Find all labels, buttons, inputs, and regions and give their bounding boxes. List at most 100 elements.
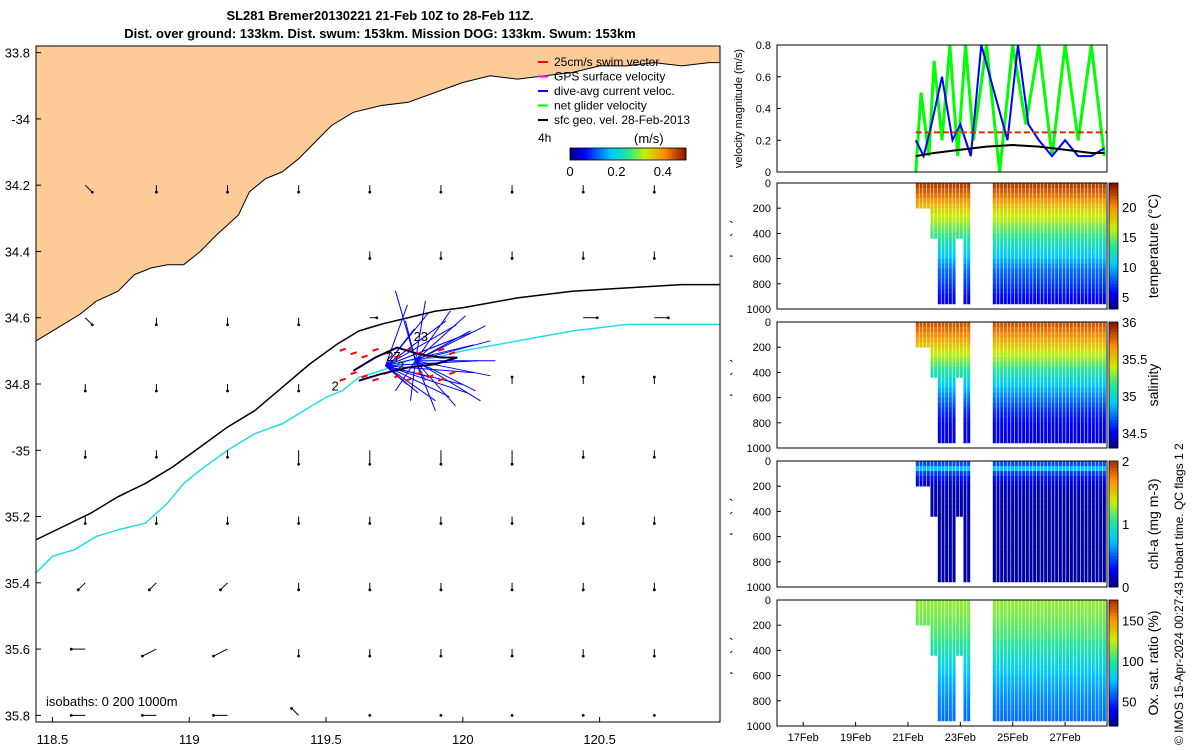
heatmap-colorbar-border <box>1108 599 1119 727</box>
heatmap-cell <box>937 605 941 611</box>
heatmap-cell <box>1014 571 1018 578</box>
heatmap-cell <box>967 670 971 676</box>
heatmap-cell <box>937 461 941 467</box>
heatmap-cell <box>1047 258 1051 264</box>
heatmap-cell <box>1003 263 1007 269</box>
heatmap-cell <box>992 576 996 583</box>
heatmap-cell <box>1025 253 1029 259</box>
heatmap-cell <box>1077 337 1081 343</box>
heatmap-cell <box>1069 258 1073 264</box>
map-y-tick-label: 33.8 <box>5 46 30 61</box>
heatmap-cell <box>1014 615 1018 621</box>
heatmap-cell <box>1058 571 1062 578</box>
heatmap-cell <box>1066 571 1070 578</box>
heatmap-cell <box>1088 402 1092 408</box>
heatmap-cell <box>945 705 949 712</box>
heatmap-cell <box>1088 412 1092 419</box>
heatmap-colorbar-cell <box>1109 198 1118 203</box>
heatmap-colorbar-cell <box>1109 268 1118 272</box>
heatmap-cell <box>967 625 971 631</box>
heatmap-cell <box>1051 700 1055 707</box>
heatmap-colorbar-cell <box>1109 283 1118 288</box>
heatmap-cell <box>1084 377 1088 383</box>
heatmap-cell <box>1011 273 1015 280</box>
heatmap-cell <box>1055 273 1059 280</box>
heatmap-cell <box>1077 397 1081 403</box>
heatmap-cell <box>1069 357 1073 363</box>
heatmap-cell <box>1095 208 1099 214</box>
heatmap-cell <box>1077 392 1081 398</box>
heatmap-cell <box>1003 695 1007 702</box>
geo-vector-head <box>226 522 229 525</box>
heatmap-cell <box>1011 486 1015 492</box>
heatmap-cell <box>1095 213 1099 219</box>
heatmap-cell <box>1102 397 1106 403</box>
heatmap-colorbar-cell <box>1109 195 1118 200</box>
heatmap-cell <box>1000 263 1004 269</box>
heatmap-cell <box>1014 283 1018 290</box>
heatmap-cell <box>1091 526 1095 532</box>
heatmap-cell <box>992 571 996 578</box>
heatmap-cell <box>967 213 971 219</box>
heatmap-colorbar-cell <box>1109 514 1118 519</box>
heatmap-cell <box>1003 526 1007 532</box>
heatmap-cell <box>1066 223 1070 229</box>
heatmap-cell <box>1047 228 1051 234</box>
heatmap-cell <box>1022 680 1026 686</box>
heatmap-cell <box>1018 650 1022 656</box>
heatmap-cell <box>1091 283 1095 290</box>
heatmap-cell <box>1047 670 1051 676</box>
heatmap-cell <box>1058 293 1062 300</box>
heatmap-cell <box>1095 233 1099 239</box>
heatmap-cell <box>1007 417 1011 424</box>
heatmap-cell <box>952 203 956 209</box>
heatmap-cell <box>1066 501 1070 507</box>
heatmap-cell <box>1025 571 1029 578</box>
heatmap-cell <box>1014 536 1018 542</box>
heatmap-cell <box>1044 332 1048 338</box>
heatmap-cell <box>945 476 949 482</box>
heatmap-cell <box>959 650 963 656</box>
heatmap-cell <box>992 407 996 414</box>
heatmap-cell <box>1088 432 1092 439</box>
heatmap-cell <box>1014 362 1018 368</box>
heatmap-cell <box>937 546 941 553</box>
heatmap-cell <box>1022 481 1026 487</box>
heatmap-cell <box>1051 576 1055 583</box>
heatmap-cell <box>1011 372 1015 378</box>
heatmap-cell <box>1084 645 1088 651</box>
heatmap-cell <box>1055 461 1059 467</box>
heatmap-cell <box>1069 561 1073 568</box>
heatmap-cell <box>1025 501 1029 507</box>
heatmap-cell <box>963 203 967 209</box>
heatmap-cell <box>1022 466 1026 472</box>
heatmap-cell <box>1029 367 1033 373</box>
heatmap-cell <box>956 367 960 373</box>
heatmap-cell <box>1018 665 1022 671</box>
heatmap-cell <box>1025 655 1029 661</box>
heatmap-cell <box>1099 531 1103 537</box>
heatmap-cell <box>1073 695 1077 702</box>
heatmap-cell <box>1073 332 1077 338</box>
heatmap-cell <box>1091 218 1095 224</box>
heatmap-cell <box>1080 526 1084 532</box>
heatmap-cell <box>1029 233 1033 239</box>
heatmap-cell <box>930 213 934 219</box>
heatmap-cell <box>1033 377 1037 383</box>
heatmap-cell <box>1102 203 1106 209</box>
heatmap-cell <box>1003 293 1007 300</box>
heatmap-cell <box>945 382 949 388</box>
heatmap-cell <box>1102 516 1106 522</box>
heatmap-cell <box>1062 432 1066 439</box>
heatmap-cell <box>930 466 934 472</box>
heatmap-cell <box>1029 635 1033 641</box>
heatmap-cell <box>1033 372 1037 378</box>
heatmap-cell <box>952 496 956 502</box>
heatmap-cell <box>1044 521 1048 527</box>
heatmap-cell <box>1051 352 1055 358</box>
heatmap-cell <box>1051 218 1055 224</box>
geo-vector-head <box>83 522 87 525</box>
heatmap-cell <box>1033 248 1037 254</box>
heatmap-cell <box>1036 263 1040 269</box>
heatmap-cell <box>1073 710 1077 717</box>
